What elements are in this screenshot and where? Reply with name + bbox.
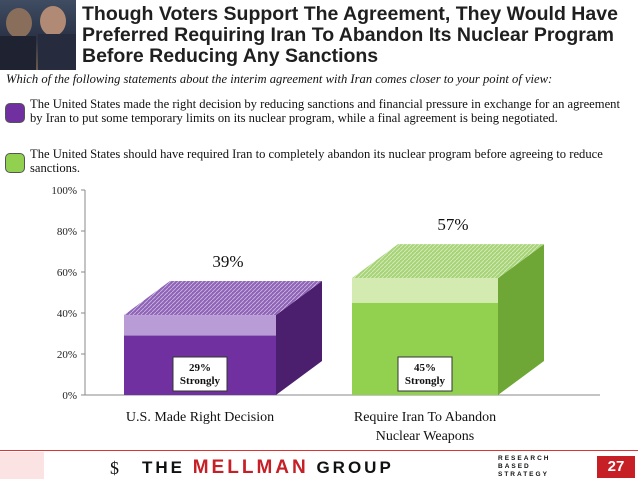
x-category-label-1: U.S. Made Right Decision (126, 410, 274, 425)
strongly-label-box (172, 356, 228, 392)
logo-mark-icon: $ (110, 458, 119, 478)
y-tick-label: 0% (62, 390, 77, 402)
survey-question: Which of the following statements about … (6, 72, 553, 86)
x-category-label-2b: Nuclear Weapons (376, 429, 475, 444)
bar-total-label: 57% (437, 215, 468, 234)
tagline-line-1: RESEARCH (498, 455, 551, 462)
photo-handshake (0, 0, 76, 70)
y-tick-label: 40% (57, 308, 77, 320)
photo-person-right (40, 6, 66, 36)
photo-body-right (38, 34, 76, 70)
option-text-1: The United States made the right decisio… (30, 97, 620, 125)
tagline-line-3: STRATEGY (498, 471, 549, 478)
option-bullet-green (5, 153, 25, 173)
y-tick-label: 80% (57, 226, 77, 238)
strongly-label-text: Strongly (180, 375, 221, 387)
strongly-label-text: Strongly (405, 375, 446, 387)
y-tick-label: 100% (51, 185, 77, 197)
footer-accent-block (0, 452, 44, 479)
y-tick-label: 20% (57, 349, 77, 361)
bar-total-label: 39% (212, 252, 243, 271)
strongly-label-value: 29% (189, 362, 211, 374)
strongly-label-value: 45% (414, 362, 436, 374)
logo-tagline: RESEARCH BASED STRATEGY (498, 455, 550, 479)
y-tick-label: 60% (57, 267, 77, 279)
photo-person-left (6, 8, 32, 38)
option-bullet-purple (5, 103, 25, 123)
logo-group: GROUP (308, 458, 394, 477)
strongly-label-box (397, 356, 453, 392)
option-text-2: The United States should have required I… (30, 147, 603, 175)
bar-somewhat-segment (352, 278, 498, 303)
logo-brand: MELLMAN (192, 457, 309, 478)
x-category-label-2a: Require Iran To Abandon (354, 410, 496, 425)
bar-top-face (124, 281, 322, 316)
bar-side-face (276, 281, 322, 395)
footer-divider (0, 450, 638, 451)
bar-side-face (498, 244, 544, 395)
page-number: 27 (597, 456, 635, 478)
company-logo: THE MELLMAN GROUP (142, 457, 394, 479)
bar-top-face (352, 244, 544, 279)
tagline-line-2: BASED (498, 463, 531, 470)
slide-title: Though Voters Support The Agreement, The… (82, 3, 618, 67)
bar-somewhat-segment (124, 315, 276, 336)
photo-body-left (0, 36, 36, 70)
logo-the: THE (142, 458, 193, 477)
